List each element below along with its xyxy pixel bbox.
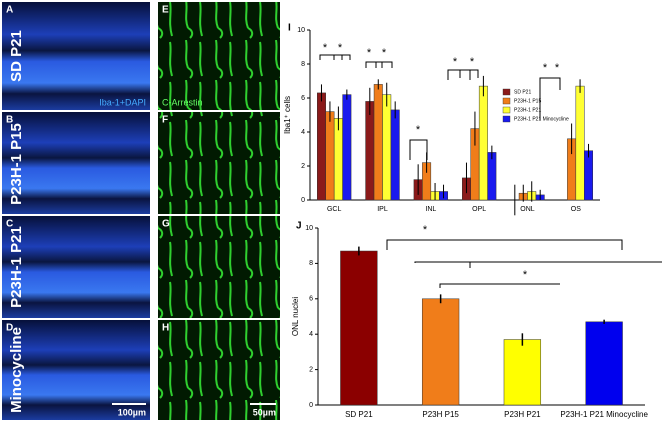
annotation: * xyxy=(382,47,387,59)
x-tick-label: IPL xyxy=(377,206,388,213)
x-tick-label: OPL xyxy=(472,206,486,213)
y-tick-label: 0 xyxy=(301,197,305,204)
bar xyxy=(503,339,542,406)
panel-letter: C xyxy=(6,219,13,230)
row-label: Minocycline xyxy=(8,327,25,413)
bar xyxy=(373,84,383,201)
annotation: * xyxy=(523,269,528,281)
legend-label: P23H-1 P21 xyxy=(514,107,541,113)
bar xyxy=(585,321,623,406)
y-tick-label: 10 xyxy=(297,27,305,34)
y-tick-label: 8 xyxy=(301,61,305,68)
y-tick-label: 4 xyxy=(309,331,313,338)
row-label: P23H-1 P21 xyxy=(8,226,25,308)
panel-letter: H xyxy=(162,323,169,334)
panel-letters: A B C D E F G H xyxy=(6,5,170,334)
annotation: * xyxy=(453,56,458,68)
panel-letter: A xyxy=(6,5,13,16)
row-label: P23H-1 P15 xyxy=(8,123,25,205)
x-tick-label: OS xyxy=(571,206,581,213)
annotation: * xyxy=(555,62,560,74)
stain-label: Iba-1+DAPI xyxy=(99,97,146,107)
annotation: * xyxy=(323,42,328,54)
annotation: * xyxy=(338,42,343,54)
legend-label: P23H-1 P15 xyxy=(514,98,541,104)
x-tick-label: P23H-1 P21 Minocycline xyxy=(560,410,648,419)
bar xyxy=(584,150,594,201)
x-tick-label: INL xyxy=(425,206,436,213)
micrographs xyxy=(2,2,280,420)
legend-label: SD P21 xyxy=(514,89,531,95)
legend-label: P23H-1 P21 Minocycline xyxy=(514,116,569,122)
annotation: * xyxy=(416,124,421,136)
annotation: * xyxy=(423,224,428,236)
row-labels: SD P21 P23H-1 P15 P23H-1 P21 Minocycline xyxy=(8,30,25,413)
bar xyxy=(421,298,460,406)
bar xyxy=(333,118,343,201)
y-tick-label: 2 xyxy=(301,163,305,170)
stain-label: C-Arrestin xyxy=(162,97,203,107)
panel-letter: B xyxy=(6,115,13,126)
panel-letter: E xyxy=(162,5,169,16)
y-tick-label: 10 xyxy=(305,225,313,232)
legend-swatch xyxy=(502,97,511,105)
x-tick-label: ONL xyxy=(520,206,535,213)
x-tick-label: P23H P15 xyxy=(422,410,459,419)
bar xyxy=(325,111,335,201)
legend-swatch xyxy=(502,106,511,114)
x-tick-label: SD P21 xyxy=(345,410,373,419)
bar xyxy=(340,250,378,406)
panel-letter: G xyxy=(162,219,170,230)
y-tick-label: 6 xyxy=(309,296,313,303)
x-tick-label: P23H P21 xyxy=(504,410,541,419)
y-tick-label: 6 xyxy=(301,95,305,102)
y-tick-label: 2 xyxy=(309,366,313,373)
legend-swatch xyxy=(502,115,511,123)
annotation: * xyxy=(367,47,372,59)
bar xyxy=(575,85,585,201)
x-tick-label: GCL xyxy=(327,206,342,213)
scale-label: 100µm xyxy=(118,407,146,417)
y-axis-label: ONL nuclei xyxy=(291,297,300,337)
bar xyxy=(487,152,497,201)
bar xyxy=(390,109,400,201)
bar xyxy=(478,85,488,201)
y-axis-label: Iba1⁺ cells xyxy=(283,96,292,134)
y-tick-label: 8 xyxy=(309,260,313,267)
annotation: * xyxy=(470,56,475,68)
scale-label: 50µm xyxy=(253,407,276,417)
significance-brackets xyxy=(319,54,662,288)
panel-letter: I xyxy=(288,23,291,34)
bar xyxy=(342,94,352,201)
panel-letter: F xyxy=(162,115,168,126)
bar xyxy=(317,92,326,201)
panel-letter: J xyxy=(296,221,302,232)
bar xyxy=(382,94,392,201)
y-tick-label: 0 xyxy=(309,402,313,409)
y-tick-label: 4 xyxy=(301,129,305,136)
row-label: SD P21 xyxy=(8,30,25,82)
bar xyxy=(365,101,375,201)
annotation: * xyxy=(543,62,548,74)
legend-swatch xyxy=(502,88,511,96)
panel-letter: D xyxy=(6,323,13,334)
